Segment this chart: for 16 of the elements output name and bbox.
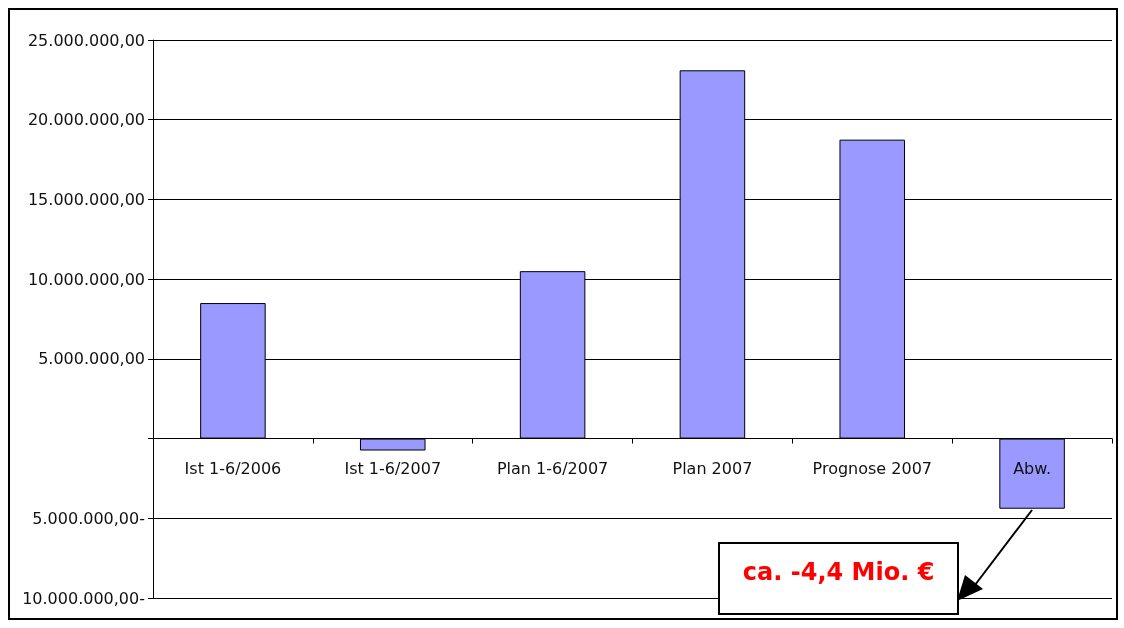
x-tick-label: Plan 2007 bbox=[672, 459, 753, 479]
y-tick-label: 15.000.000,00 bbox=[27, 189, 145, 209]
x-tick-label: Plan 1-6/2007 bbox=[496, 459, 609, 479]
y-tick-label: 5.000.000,00 bbox=[38, 349, 145, 369]
bar bbox=[999, 438, 1065, 509]
y-tick-label: 5.000.000,00- bbox=[32, 508, 145, 528]
bar bbox=[359, 438, 426, 451]
y-tick-label: 10.000.000,00 bbox=[27, 269, 145, 289]
x-tick-label: Ist 1-6/2007 bbox=[344, 459, 442, 479]
x-tick-label: Prognose 2007 bbox=[812, 459, 932, 479]
x-tick-label: Abw. bbox=[1013, 459, 1051, 479]
y-tick-label: 10.000.000,00- bbox=[22, 588, 145, 608]
y-tick-label: 25.000.000,00 bbox=[27, 30, 145, 50]
x-tick-label: Ist 1-6/2006 bbox=[184, 459, 282, 479]
y-tick-label: 20.000.000,00 bbox=[27, 110, 145, 130]
annotation: ca. -4,4 Mio. € bbox=[742, 558, 935, 587]
